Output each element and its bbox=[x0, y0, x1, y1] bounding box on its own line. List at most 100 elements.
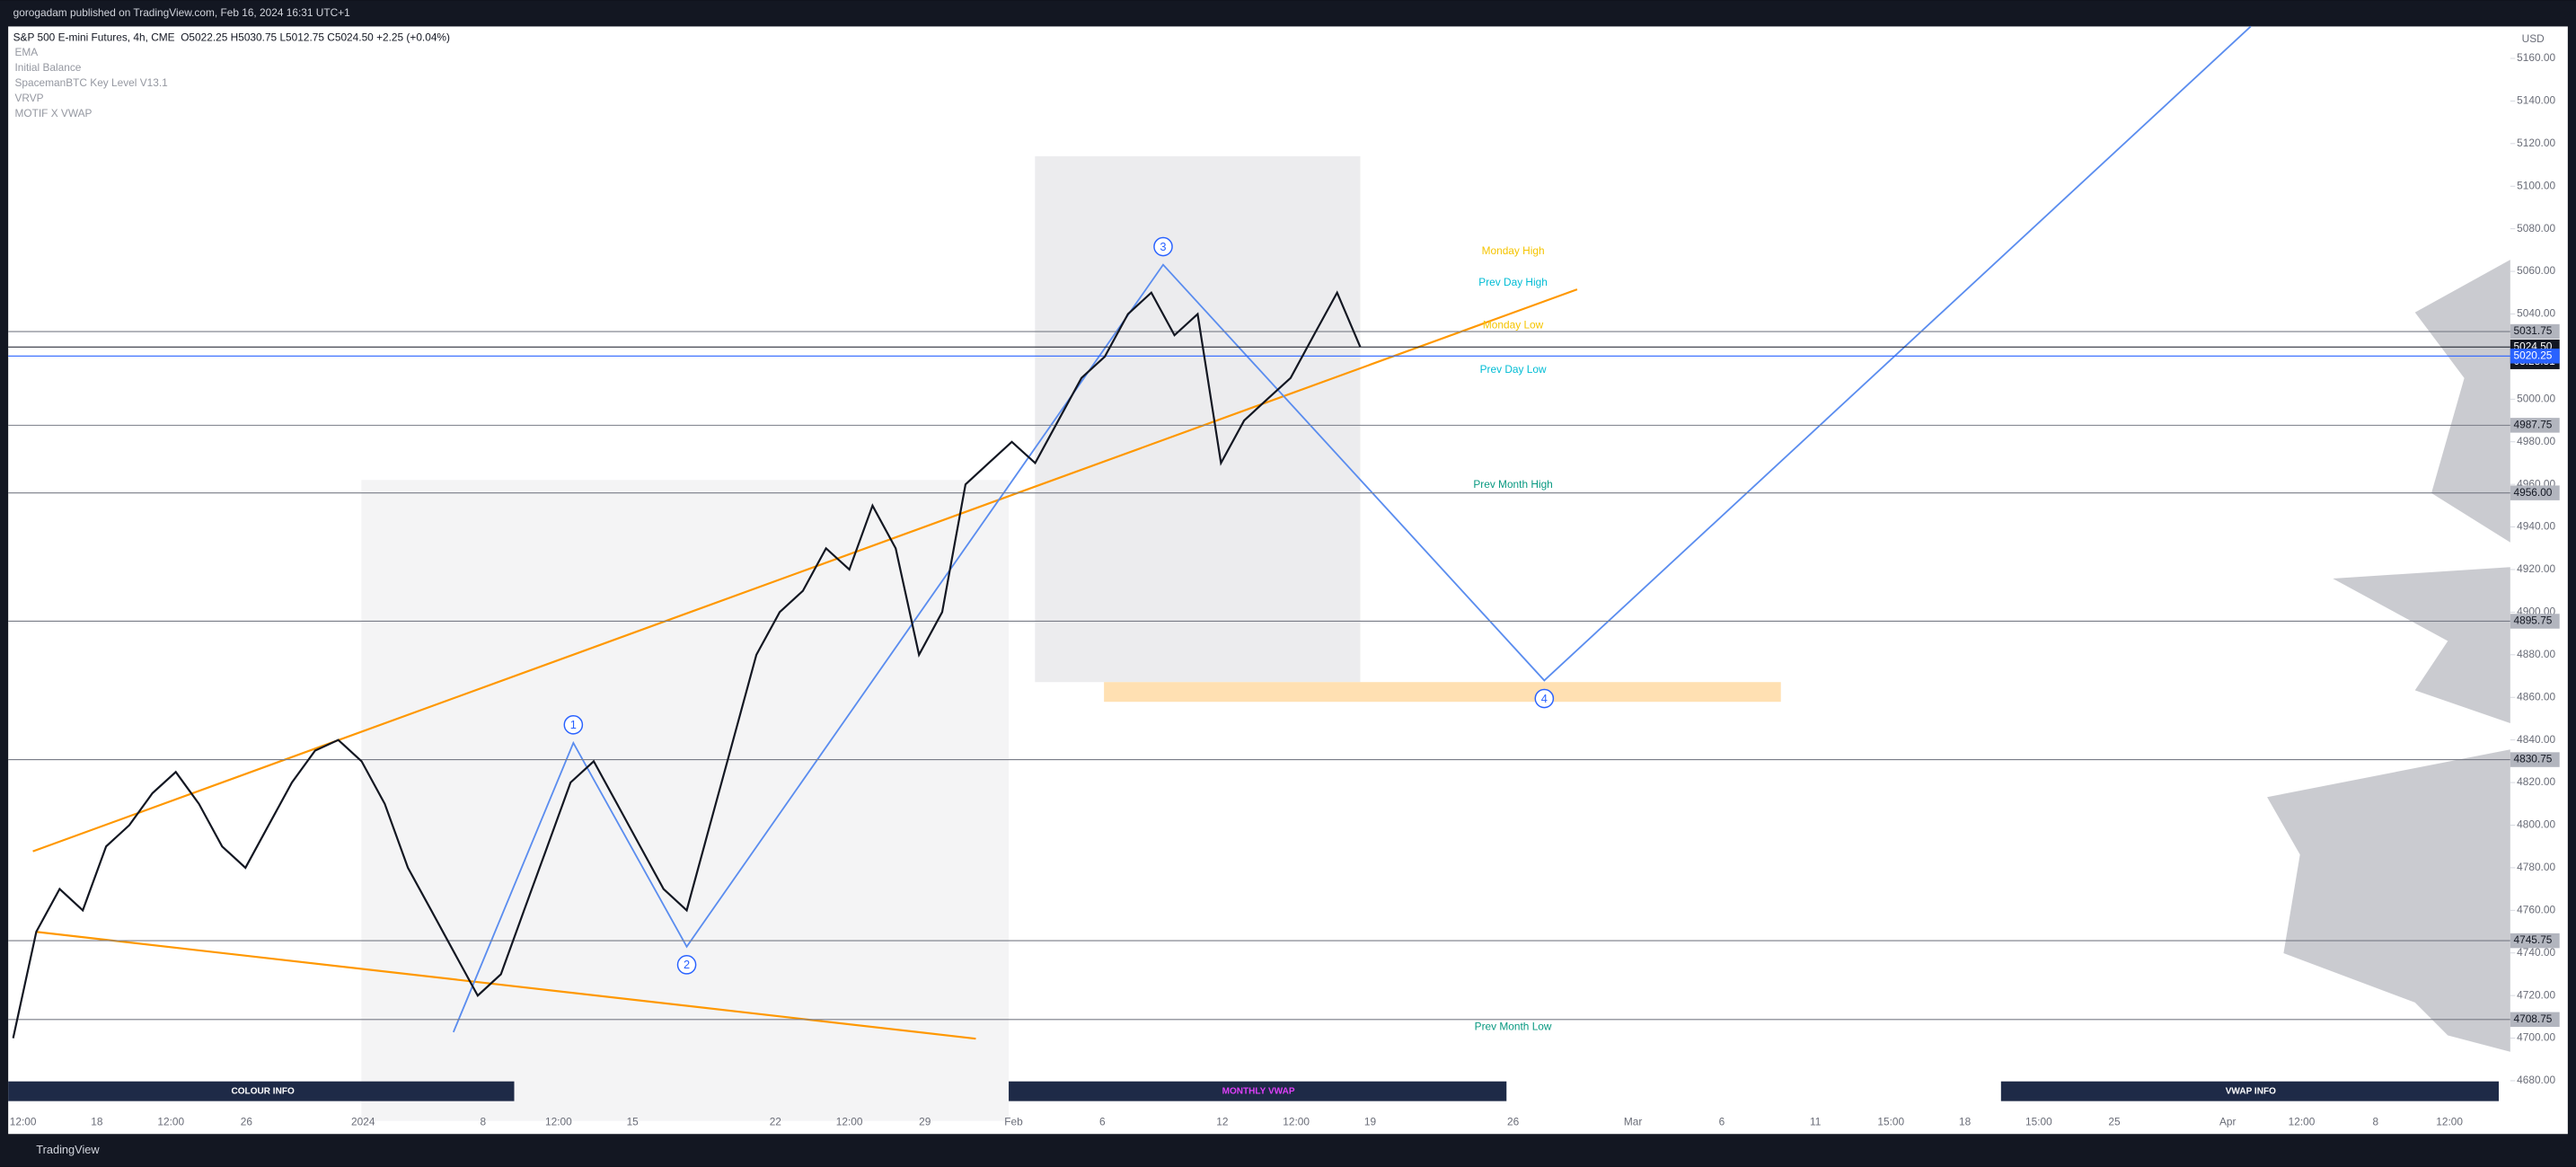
price-label-box bbox=[2510, 485, 2560, 500]
y-tick-label: 4760.00 bbox=[2517, 903, 2555, 915]
x-tick-label: 12:00 bbox=[1283, 1116, 1310, 1128]
x-tick-label: 12 bbox=[1216, 1116, 1228, 1128]
y-tick-label: 4720.00 bbox=[2517, 988, 2555, 1001]
y-tick-label: 4700.00 bbox=[2517, 1031, 2555, 1044]
wave-marker bbox=[1534, 688, 1555, 709]
x-tick-label: 12:00 bbox=[157, 1116, 184, 1128]
x-tick-label: 15:00 bbox=[2025, 1116, 2052, 1128]
price-label: 5020.25 bbox=[2513, 349, 2552, 361]
indicator-name: VRVP bbox=[14, 92, 43, 104]
y-tick-label: 4880.00 bbox=[2517, 648, 2555, 660]
wave-label: 4 bbox=[1541, 692, 1548, 705]
price-label-box bbox=[2510, 614, 2560, 629]
level-annotation: Prev Day Low bbox=[1480, 363, 1547, 376]
x-tick-label: 15:00 bbox=[1877, 1116, 1904, 1128]
x-tick-label: 25 bbox=[2108, 1116, 2121, 1128]
wave-line bbox=[452, 25, 2252, 1033]
x-tick-label: 8 bbox=[480, 1116, 486, 1128]
price-line bbox=[12, 290, 1362, 1039]
ohlc: O5022.25 H5030.75 L5012.75 C5024.50 +2.2… bbox=[181, 31, 450, 43]
price-label: 4956.00 bbox=[2513, 486, 2552, 499]
wave-label: 3 bbox=[1160, 240, 1166, 253]
trend-line bbox=[32, 288, 1578, 853]
y-tick-label: 4680.00 bbox=[2517, 1074, 2555, 1086]
y-tick-label: 4940.00 bbox=[2517, 520, 2555, 533]
x-tick-label: 11 bbox=[1810, 1116, 1822, 1128]
trend-line bbox=[36, 931, 976, 1040]
y-tick-label: 4860.00 bbox=[2517, 690, 2555, 703]
x-tick-label: 18 bbox=[1959, 1116, 1972, 1128]
y-tick-label: 4980.00 bbox=[2517, 435, 2555, 447]
price-label-box bbox=[2510, 933, 2560, 949]
level-annotation: Prev Day High bbox=[1478, 276, 1548, 288]
price-label: 5031.75 bbox=[2513, 324, 2552, 337]
volume-profile bbox=[2267, 260, 2510, 1052]
y-tick-label: 5040.00 bbox=[2517, 307, 2555, 320]
x-tick-label: 12:00 bbox=[2289, 1116, 2316, 1128]
indicator-name: Initial Balance bbox=[14, 61, 81, 74]
price-label: 4895.75 bbox=[2513, 614, 2552, 627]
indicator-name: SpacemanBTC Key Level V13.1 bbox=[14, 76, 168, 89]
y-tick-label: 5120.00 bbox=[2517, 137, 2555, 149]
price-label-box bbox=[2510, 752, 2560, 767]
price-label: 4987.75 bbox=[2513, 419, 2552, 431]
vwap-band bbox=[361, 480, 1010, 1121]
price-label-box bbox=[2510, 323, 2560, 340]
x-tick-label: 18 bbox=[91, 1116, 103, 1128]
info-panel bbox=[8, 1081, 515, 1101]
info-panel bbox=[1009, 1081, 1507, 1101]
y-tick-label: 4840.00 bbox=[2517, 733, 2555, 746]
publisher: gorogadam published on TradingView.com, … bbox=[13, 6, 350, 19]
wave-label: 2 bbox=[684, 958, 690, 971]
y-tick-label: 4780.00 bbox=[2517, 861, 2555, 873]
x-tick-label: 29 bbox=[919, 1116, 931, 1128]
y-tick-label: 5000.00 bbox=[2517, 392, 2555, 404]
level-annotation: Prev Month Low bbox=[1475, 1020, 1552, 1032]
price-label-box bbox=[2510, 349, 2560, 364]
wave-label: 1 bbox=[570, 718, 577, 731]
y-tick-label: 5060.00 bbox=[2517, 264, 2555, 277]
indicator-name: MOTIF X VWAP bbox=[14, 107, 92, 119]
y-tick-label: 5100.00 bbox=[2517, 179, 2555, 191]
x-tick-label: 26 bbox=[241, 1116, 253, 1128]
price-label-box bbox=[2510, 418, 2560, 433]
x-tick-label: 12:00 bbox=[545, 1116, 572, 1128]
x-tick-label: 26 bbox=[1507, 1116, 1520, 1128]
y-tick-label: 4800.00 bbox=[2517, 818, 2555, 831]
symbol: S&P 500 E-mini Futures, 4h, CME bbox=[13, 31, 175, 43]
x-tick-label: Mar bbox=[1624, 1116, 1642, 1128]
x-tick-label: 2024 bbox=[351, 1116, 375, 1128]
y-tick-label: 4820.00 bbox=[2517, 775, 2555, 788]
x-tick-label: 22 bbox=[770, 1116, 781, 1128]
wave-marker bbox=[563, 715, 584, 735]
y-tick-label: 5160.00 bbox=[2517, 51, 2555, 64]
currency: USD bbox=[2522, 32, 2545, 45]
y-tick-label: 5080.00 bbox=[2517, 222, 2555, 234]
level-annotation: Monday High bbox=[1482, 244, 1545, 257]
price-label: 4708.75 bbox=[2513, 1012, 2552, 1025]
x-tick-label: 12:00 bbox=[10, 1116, 37, 1128]
y-tick-label: 4920.00 bbox=[2517, 562, 2555, 575]
panel-label: COLOUR INFO bbox=[231, 1086, 295, 1096]
x-tick-label: 8 bbox=[2373, 1116, 2379, 1128]
x-tick-label: Feb bbox=[1004, 1116, 1023, 1128]
y-tick-label: 4740.00 bbox=[2517, 946, 2555, 959]
info-panel bbox=[2000, 1081, 2500, 1101]
footer-logo: TradingView bbox=[36, 1143, 100, 1156]
x-tick-label: Apr bbox=[2219, 1116, 2236, 1128]
panel-label: VWAP INFO bbox=[2226, 1086, 2276, 1096]
price-label: 4830.75 bbox=[2513, 753, 2552, 765]
y-tick-label: 5140.00 bbox=[2517, 94, 2555, 107]
wave-marker bbox=[1153, 236, 1173, 257]
vwap-band bbox=[1035, 155, 1361, 683]
x-tick-label: 12:00 bbox=[2436, 1116, 2463, 1128]
level-annotation: Monday Low bbox=[1483, 318, 1544, 331]
level-annotation: Prev Month High bbox=[1473, 478, 1552, 491]
panel-label: MONTHLY VWAP bbox=[1222, 1086, 1295, 1096]
x-tick-label: 12:00 bbox=[836, 1116, 863, 1128]
indicator-name: EMA bbox=[14, 46, 38, 58]
x-tick-label: 19 bbox=[1364, 1116, 1377, 1128]
target-zone bbox=[1104, 682, 1781, 703]
